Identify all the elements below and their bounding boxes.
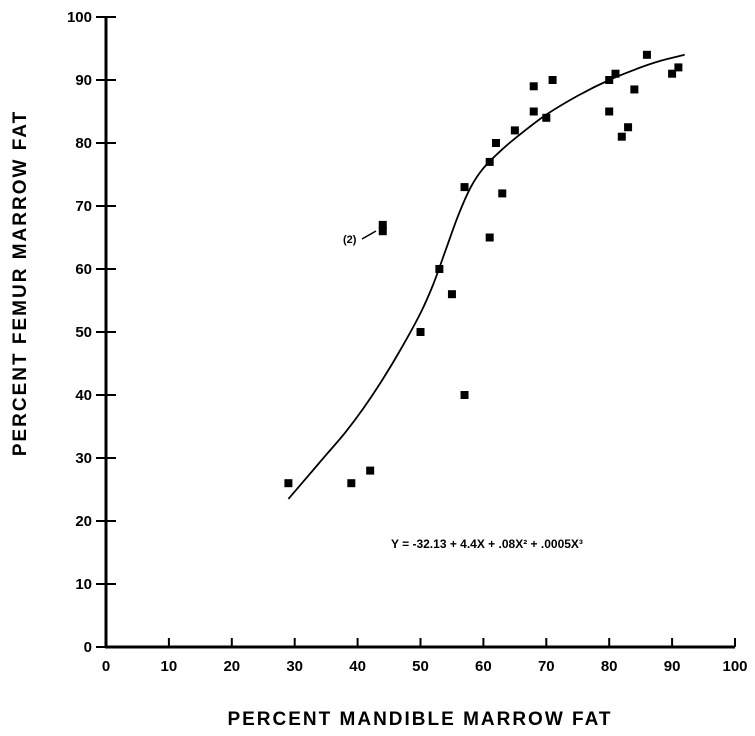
- data-point: [605, 107, 614, 116]
- data-point: [674, 63, 683, 72]
- x-tick-label: 20: [223, 658, 240, 675]
- x-tick-label: 10: [161, 658, 178, 675]
- x-tick-label: 100: [722, 658, 747, 675]
- data-point: [284, 479, 293, 488]
- data-point: [447, 290, 456, 299]
- x-tick-label: 90: [664, 658, 681, 675]
- axes: 0 10 20 30 40 50 60 70 80 90 100 0 10 20 30 40 50 60 70 80 9…: [67, 9, 748, 675]
- data-point: [668, 69, 677, 78]
- data-point: [491, 139, 500, 147]
- duplicate-count-label: (2): [343, 234, 357, 246]
- data-point: [611, 69, 620, 78]
- data-point: [460, 391, 469, 399]
- y-tick-label: 50: [75, 324, 92, 341]
- data-point: [605, 76, 614, 84]
- y-tick-label: 90: [75, 72, 92, 89]
- data-point: [624, 123, 633, 132]
- x-tick-label: 60: [475, 658, 492, 675]
- x-axis-title: PERCENT MANDIBLE MARROW FAT: [227, 709, 612, 730]
- y-tick-label: 30: [75, 450, 92, 467]
- data-point: [347, 479, 356, 488]
- annotations-layer: (2): [343, 230, 377, 246]
- data-point: [529, 82, 538, 91]
- data-point: [617, 132, 626, 141]
- y-tick-label: 0: [84, 639, 92, 656]
- x-tick-label: 0: [102, 658, 110, 675]
- y-tick-label: 100: [67, 9, 92, 26]
- y-axis-title: PERCENT FEMUR MARROW FAT: [10, 110, 31, 456]
- y-tick-label: 40: [75, 387, 92, 404]
- regression-curve-layer: [287, 53, 685, 500]
- data-point: [498, 189, 507, 198]
- x-tick-label: 30: [286, 658, 303, 675]
- data-point: [642, 50, 651, 59]
- x-tick-label: 70: [538, 658, 555, 675]
- y-tick-label: 80: [75, 135, 92, 152]
- data-point: [542, 113, 551, 122]
- data-point: [548, 76, 557, 84]
- y-tick-label: 60: [75, 261, 92, 278]
- x-tick-label: 50: [412, 658, 429, 675]
- x-tick-label: 40: [349, 658, 366, 675]
- data-point: [435, 265, 444, 273]
- regression-curve: [287, 53, 685, 500]
- data-point: [529, 107, 538, 116]
- y-tick-label: 20: [75, 513, 92, 530]
- data-point: [630, 85, 639, 94]
- data-point: [510, 126, 519, 135]
- data-points-layer: [284, 50, 683, 488]
- data-point: [485, 157, 494, 166]
- data-point: [378, 220, 387, 229]
- x-tick-label: 80: [601, 658, 618, 675]
- data-point: [485, 233, 494, 242]
- data-point: [366, 466, 375, 475]
- y-tick-label: 70: [75, 198, 92, 215]
- regression-equation: Y = -32.13 + 4.4X + .08X² + .0005X³: [391, 537, 583, 551]
- data-point: [460, 183, 469, 192]
- data-point: [378, 227, 387, 236]
- y-tick-label: 10: [75, 576, 92, 593]
- annotation-leader-line: [361, 230, 377, 240]
- data-point: [416, 328, 425, 336]
